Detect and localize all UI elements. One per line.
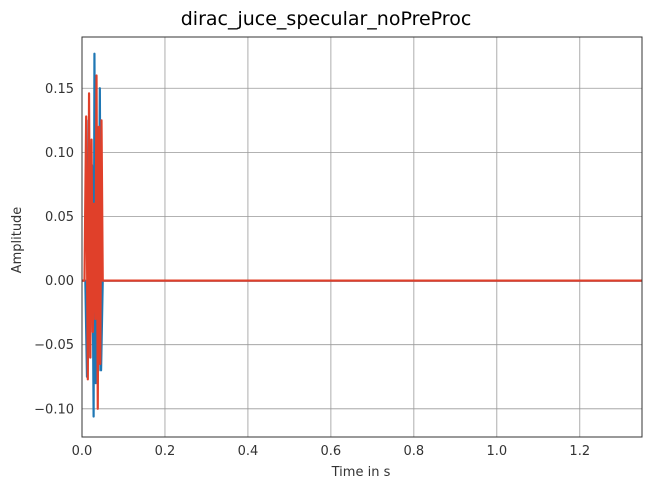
x-axis-label: Time in s [331, 465, 391, 480]
x-tick-label: 0.8 [404, 444, 425, 459]
y-axis-ticks: −0.10 −0.05 0.00 0.05 0.10 0.15 [34, 82, 74, 418]
y-tick-label: −0.05 [34, 338, 74, 353]
x-tick-label: 1.0 [486, 444, 507, 459]
y-axis-label: Amplitude [10, 207, 25, 274]
y-tick-label: 0.05 [45, 210, 74, 225]
x-tick-label: 0.4 [238, 444, 259, 459]
series-line-2 [82, 74, 642, 410]
series-line-1 [82, 52, 642, 418]
x-tick-label: 0.2 [155, 444, 176, 459]
plot-frame [81, 36, 643, 438]
series-layer [82, 52, 642, 418]
chart-title: dirac_juce_specular_noPreProc [181, 8, 472, 30]
grid [81, 37, 642, 437]
y-tick-label: 0.10 [45, 146, 74, 161]
x-tick-label: 0.0 [72, 444, 93, 459]
x-tick-label: 1.2 [569, 444, 590, 459]
y-tick-label: 0.15 [45, 82, 74, 97]
x-axis-ticks: 0.0 0.2 0.4 0.6 0.8 1.0 1.2 [72, 444, 590, 459]
y-tick-label: 0.00 [45, 274, 74, 289]
y-tick-label: −0.10 [34, 402, 74, 417]
x-tick-label: 0.6 [321, 444, 342, 459]
